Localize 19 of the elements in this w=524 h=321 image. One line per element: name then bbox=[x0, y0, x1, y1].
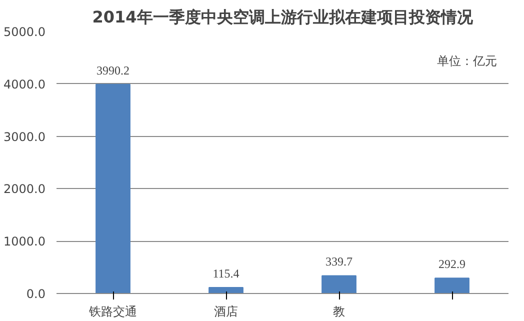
data-label: 3990.2 bbox=[96, 63, 130, 78]
x-tick-label: 教 bbox=[333, 304, 345, 318]
data-label: 339.7 bbox=[326, 254, 352, 269]
y-tick-label: 2000.0 bbox=[4, 182, 46, 196]
data-label: 292.9 bbox=[438, 257, 466, 272]
bar bbox=[208, 286, 244, 294]
chart-title: 2014年一季度中央空调上游行业拟在建项目投资情况 bbox=[92, 8, 474, 26]
annotation: 单位：亿元 bbox=[437, 54, 498, 68]
x-tick-label: 酒店 bbox=[214, 304, 238, 318]
x-tick-label: 铁路交通 bbox=[88, 304, 137, 318]
data-label: 115.4 bbox=[212, 266, 240, 280]
bar bbox=[434, 278, 470, 294]
bar bbox=[96, 84, 130, 294]
y-tick-label: 0.0 bbox=[26, 287, 46, 301]
y-tick-label: 4000.0 bbox=[4, 77, 46, 92]
bar bbox=[322, 275, 356, 294]
y-tick-label: 3000.0 bbox=[4, 130, 46, 144]
y-tick-label: 5000.0 bbox=[4, 25, 46, 39]
y-tick-label: 1000.0 bbox=[4, 234, 46, 249]
